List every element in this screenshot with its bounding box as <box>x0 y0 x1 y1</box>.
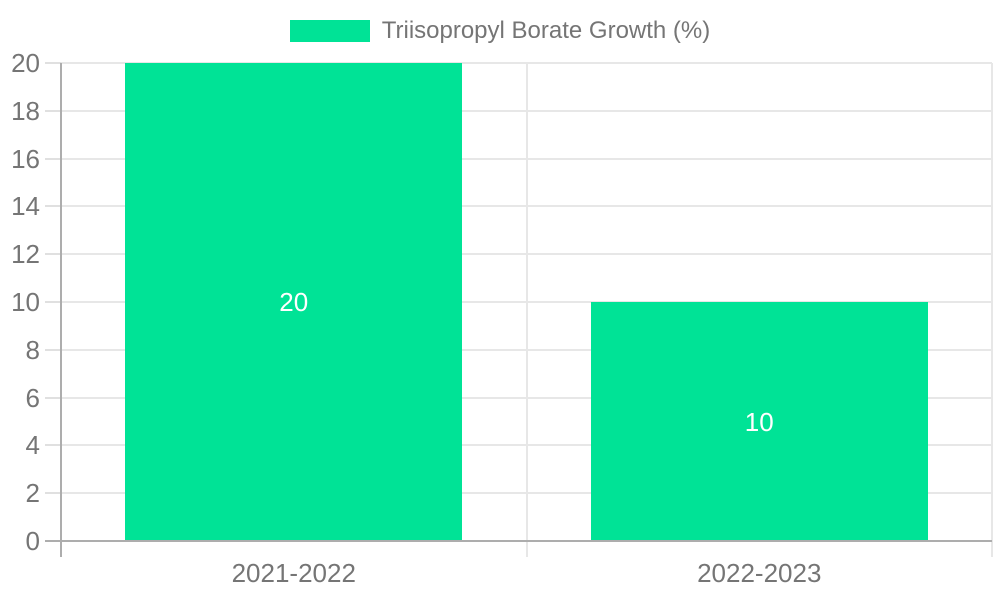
y-axis-tick <box>45 157 61 160</box>
y-axis-tick <box>45 301 61 303</box>
x-axis-line <box>45 540 992 542</box>
y-axis-tick <box>45 396 61 399</box>
legend[interactable]: Triisopropyl Borate Growth (%) <box>0 17 1000 44</box>
bar-2022-2023[interactable] <box>590 302 928 541</box>
x-gridline <box>525 63 528 557</box>
y-axis-label: 18 <box>11 95 40 126</box>
y-axis-label: 6 <box>25 382 40 413</box>
y-axis-tick <box>45 109 61 112</box>
y-axis-label: 8 <box>25 334 40 365</box>
bar-value-label: 10 <box>744 406 774 437</box>
y-axis-tick <box>45 205 61 208</box>
legend-swatch <box>289 20 370 42</box>
legend-label: Triisopropyl Borate Growth (%) <box>381 17 711 44</box>
y-axis-tick <box>45 444 61 447</box>
y-axis-tick <box>45 348 61 351</box>
y-axis-label: 4 <box>25 430 40 461</box>
y-axis-label: 2 <box>25 478 40 509</box>
y-axis-label: 14 <box>11 191 40 222</box>
x-axis-label: 2021-2022 <box>231 558 356 588</box>
y-axis-label: 16 <box>11 143 40 174</box>
bar-value-label: 20 <box>279 287 309 317</box>
y-axis-label: 0 <box>25 526 40 556</box>
y-axis-label: 20 <box>11 48 40 78</box>
y-axis-label: 10 <box>11 287 40 317</box>
y-axis-label: 12 <box>11 239 40 270</box>
y-axis-tick <box>45 62 61 64</box>
x-axis-label: 2022-2023 <box>697 558 822 588</box>
y-axis-tick <box>45 253 61 256</box>
bar-2021-2022[interactable] <box>125 63 463 541</box>
x-gridline <box>991 63 993 557</box>
y-axis-tick <box>45 492 61 495</box>
y-axis-line <box>60 63 62 557</box>
